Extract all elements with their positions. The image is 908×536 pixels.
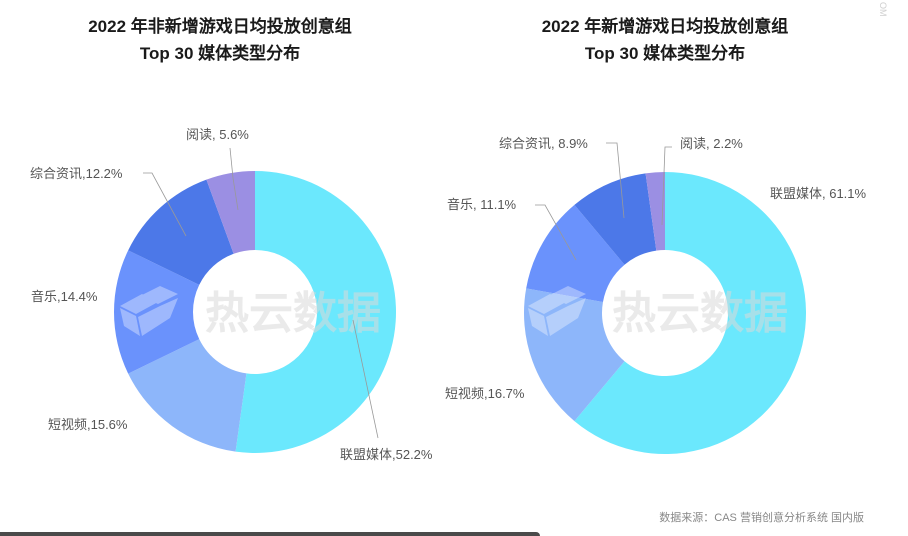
- label-阅读: 阅读, 5.6%: [186, 127, 249, 142]
- slice-短视频: [524, 288, 625, 422]
- slice-阅读: [206, 171, 255, 254]
- slice-音乐: [526, 204, 625, 302]
- bottom-scrollbar[interactable]: [0, 532, 540, 536]
- left-chart-watermark: 热云数据: [120, 286, 381, 339]
- slice-音乐: [113, 250, 200, 374]
- slice-联盟媒体: [574, 172, 806, 454]
- leader-line-综合资讯: [606, 142, 625, 219]
- watermark-text: 热云数据: [205, 288, 381, 339]
- label-短视频: 短视频,15.6%: [48, 417, 128, 432]
- watermark-text: 热云数据: [612, 288, 788, 339]
- label-综合资讯: 综合资讯,12.2%: [30, 166, 123, 181]
- label-音乐: 音乐,14.4%: [31, 289, 98, 304]
- leader-line-阅读: [229, 147, 239, 211]
- watermark-logo-icon: [120, 286, 178, 336]
- left-chart-title: 2022 年非新增游戏日均投放创意组 Top 30 媒体类型分布: [60, 13, 380, 67]
- left-chart-title-line1: 2022 年非新增游戏日均投放创意组: [88, 17, 352, 36]
- right-chart-watermark: 热云数据: [528, 286, 788, 339]
- slice-综合资讯: [574, 173, 657, 265]
- leader-line-阅读: [661, 146, 672, 226]
- slice-短视频: [128, 339, 247, 452]
- label-阅读: 阅读, 2.2%: [680, 136, 743, 151]
- watermark-logo-icon: [528, 286, 586, 336]
- right-chart-title-line1: 2022 年新增游戏日均投放创意组: [541, 17, 789, 36]
- right-chart-title: 2022 年新增游戏日均投放创意组 Top 30 媒体类型分布: [500, 13, 830, 67]
- label-综合资讯: 综合资讯, 8.9%: [499, 136, 588, 151]
- label-联盟媒体: 联盟媒体,52.2%: [340, 447, 433, 462]
- slice-阅读: [645, 172, 665, 251]
- right-donut-chart: [524, 172, 806, 454]
- left-donut-chart: [113, 171, 397, 453]
- right-chart-title-line2: Top 30 媒体类型分布: [584, 44, 746, 63]
- label-音乐: 音乐, 11.1%: [447, 197, 517, 212]
- slice-综合资讯: [128, 179, 234, 285]
- label-联盟媒体: 联盟媒体, 61.1%: [770, 186, 867, 201]
- edge-watermark: OM: [878, 2, 888, 17]
- label-短视频: 短视频,16.7%: [445, 386, 525, 401]
- leader-line-音乐: [535, 204, 577, 261]
- leader-line-联盟媒体: [352, 319, 379, 439]
- data-source-note: 数据来源：CAS 营销创意分析系统 国内版: [659, 512, 864, 524]
- slice-联盟媒体: [235, 171, 397, 453]
- leader-line-综合资讯: [143, 172, 187, 237]
- left-chart-title-line2: Top 30 媒体类型分布: [139, 44, 301, 63]
